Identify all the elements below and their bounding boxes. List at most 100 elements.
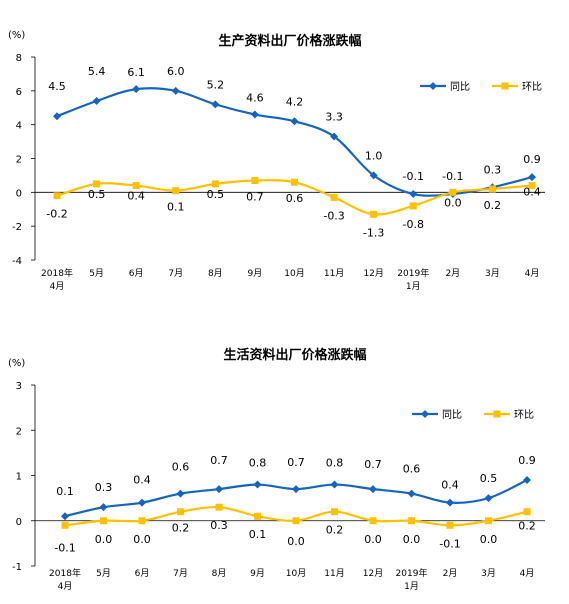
x-tick-label: 11月 bbox=[324, 568, 344, 579]
data-label: 0.1 bbox=[56, 485, 74, 498]
data-label: -0.1 bbox=[54, 541, 75, 554]
data-label: 3.3 bbox=[325, 111, 343, 124]
data-point-marker bbox=[369, 485, 377, 494]
data-label: 0.3 bbox=[95, 481, 113, 494]
data-point-marker bbox=[132, 182, 140, 190]
data-label: 0.8 bbox=[249, 457, 267, 470]
data-label: 0.0 bbox=[403, 533, 421, 546]
data-label: 0.2 bbox=[484, 199, 502, 212]
data-label: 0.0 bbox=[480, 533, 498, 546]
data-label: 0.1 bbox=[167, 201, 185, 214]
x-tick-label: 9月 bbox=[248, 268, 263, 279]
x-tick-label: 4月 bbox=[50, 281, 65, 292]
data-point-marker bbox=[138, 498, 146, 507]
data-label: 0.4 bbox=[523, 186, 541, 199]
data-label: 0.3 bbox=[210, 519, 228, 532]
data-point-marker bbox=[99, 503, 108, 512]
x-tick-label: 4月 bbox=[520, 568, 535, 579]
data-point-marker bbox=[253, 480, 262, 489]
x-tick-label: 2018年 bbox=[49, 567, 81, 579]
x-tick-label: 7月 bbox=[173, 568, 188, 579]
x-tick-label: 7月 bbox=[168, 268, 183, 279]
x-tick-label: 1月 bbox=[406, 281, 421, 292]
data-label: -0.8 bbox=[403, 218, 424, 231]
data-point-marker bbox=[290, 117, 299, 126]
data-label: -0.2 bbox=[46, 208, 67, 221]
x-tick-label: 3月 bbox=[481, 568, 496, 579]
data-label: 0.6 bbox=[172, 461, 190, 474]
data-label: 0.7 bbox=[364, 458, 382, 471]
data-point-marker bbox=[61, 512, 69, 521]
data-point-marker bbox=[215, 503, 223, 511]
producer-goods-chart: 生产资料出厂价格涨跌幅 (%) -4 -2 0 2 4 6 8 2018年 4月 5月 6月 7月 8月… bbox=[8, 30, 545, 292]
data-point-marker bbox=[138, 517, 146, 525]
x-tick-label: 2月 bbox=[443, 568, 458, 579]
chart-title: 生产资料出厂价格涨跌幅 bbox=[218, 33, 361, 49]
data-point-marker bbox=[53, 192, 61, 200]
x-tick-label: 10月 bbox=[284, 268, 304, 279]
data-label: 0.4 bbox=[133, 474, 151, 487]
data-label: 0.2 bbox=[518, 520, 536, 533]
y-tick-label: -2 bbox=[12, 222, 22, 233]
x-tick-label: 8月 bbox=[212, 568, 227, 579]
x-tick-label: 4月 bbox=[525, 268, 540, 279]
data-point-marker bbox=[176, 489, 185, 498]
data-label: 0.3 bbox=[484, 163, 502, 176]
data-label: 0.5 bbox=[88, 188, 106, 201]
y-tick-label: 2 bbox=[16, 426, 22, 437]
data-point-marker bbox=[61, 521, 69, 529]
data-point-marker bbox=[330, 480, 339, 489]
data-label: 0.6 bbox=[286, 192, 304, 205]
x-tick-label: 2月 bbox=[445, 268, 460, 279]
data-point-marker bbox=[254, 512, 261, 520]
y-axis-unit: (%) bbox=[8, 358, 25, 369]
data-point-marker bbox=[250, 110, 259, 119]
data-label: 0.9 bbox=[518, 454, 536, 467]
data-label: 6.0 bbox=[167, 65, 185, 78]
data-point-marker bbox=[528, 173, 536, 182]
consumer-goods-chart: 生活资料出厂价格涨跌幅 (%) -1 0 1 2 3 2018年 4月 5月 6月 7月 8月 9月 1… bbox=[8, 347, 545, 592]
data-label: 0.2 bbox=[172, 522, 190, 535]
x-tick-label: 4月 bbox=[58, 581, 73, 592]
y-tick-label: 3 bbox=[16, 381, 22, 392]
y-tick-label: 2 bbox=[16, 155, 22, 166]
data-point-marker bbox=[211, 180, 219, 188]
x-tick-label: 2019年 bbox=[397, 267, 429, 279]
y-tick-label: 0 bbox=[16, 188, 22, 199]
legend-swatch-marker bbox=[429, 82, 437, 90]
data-label: 0.9 bbox=[523, 153, 541, 166]
data-point-marker bbox=[484, 494, 493, 503]
x-tick-label: 5月 bbox=[96, 568, 111, 579]
data-label: 0.5 bbox=[480, 472, 498, 485]
data-label: 0.0 bbox=[364, 533, 382, 546]
x-tick-label: 9月 bbox=[250, 568, 265, 579]
data-point-marker bbox=[449, 188, 457, 196]
data-label: 0.8 bbox=[326, 457, 344, 470]
x-tick-label: 12月 bbox=[363, 268, 383, 279]
data-point-marker bbox=[409, 190, 418, 199]
data-label: -1.3 bbox=[363, 226, 384, 239]
data-label: 0.4 bbox=[441, 479, 459, 492]
data-point-marker bbox=[92, 96, 101, 105]
y-tick-label: 0 bbox=[16, 517, 22, 528]
data-label: 0.7 bbox=[246, 190, 264, 203]
x-tick-label: 6月 bbox=[135, 568, 150, 579]
x-tick-label: 5月 bbox=[89, 268, 104, 279]
legend-label: 环比 bbox=[514, 409, 534, 421]
data-point-marker bbox=[251, 176, 259, 184]
data-label: 4.5 bbox=[48, 80, 66, 93]
y-tick-label: 6 bbox=[16, 87, 22, 98]
y-tick-label: -1 bbox=[12, 562, 22, 573]
data-label: 5.4 bbox=[88, 65, 106, 78]
legend-swatch-marker bbox=[501, 82, 509, 90]
data-point-marker bbox=[330, 132, 339, 141]
data-point-marker bbox=[523, 476, 531, 485]
data-label: 6.1 bbox=[127, 66, 145, 79]
x-tick-label: 12月 bbox=[363, 568, 383, 579]
data-label: 0.1 bbox=[249, 528, 267, 541]
data-label: 0.2 bbox=[326, 524, 344, 537]
data-point-marker bbox=[485, 517, 492, 525]
data-point-marker bbox=[369, 517, 377, 525]
x-tick-label: 8月 bbox=[208, 268, 223, 279]
data-point-marker bbox=[172, 187, 180, 195]
